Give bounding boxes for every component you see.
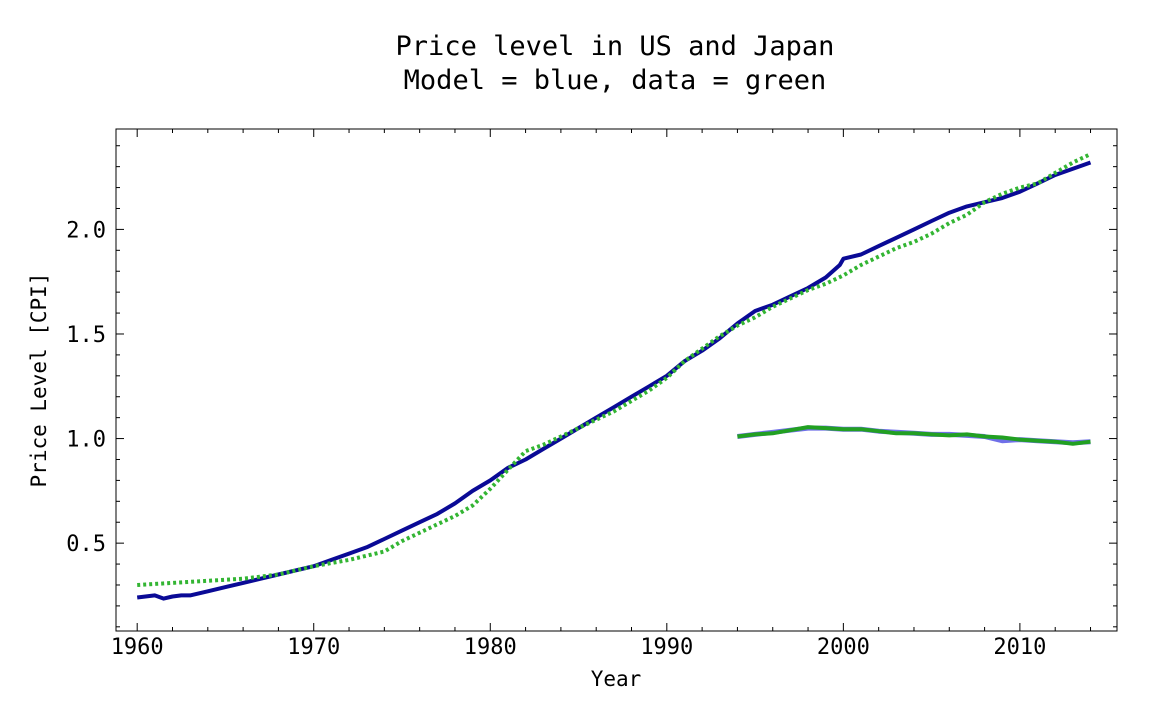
x-tick-label: 1970 (287, 635, 340, 660)
chart-subtitle: Model = blue, data = green (404, 65, 827, 96)
x-tick-labels: 1960 1970 1980 1990 2000 2010 (111, 635, 1047, 660)
y-tick-labels: 0.5 1.0 1.5 2.0 (66, 218, 106, 557)
y-tick-label: 1.5 (66, 323, 106, 348)
y-axis-label: Price Level [CPI] (27, 273, 51, 488)
x-tick-label: 1980 (464, 635, 517, 660)
series-line-japan-data (737, 425, 1091, 446)
y-tick-label: 0.5 (66, 532, 106, 557)
y-tick-label: 2.0 (66, 218, 106, 243)
x-axis-label: Year (591, 667, 642, 691)
plot-area: 1960 1970 1980 1990 2000 2010 0.5 1.0 1.5 2.0 (66, 128, 1118, 660)
x-tick-label: 2010 (993, 635, 1046, 660)
y-tick-label: 1.0 (66, 428, 106, 453)
x-tick-label: 2000 (817, 635, 870, 660)
series-layer (136, 152, 1092, 601)
tick-marks (116, 129, 1117, 631)
plot-frame (115, 128, 1118, 632)
chart-title: Price level in US and Japan (396, 31, 835, 62)
x-tick-label: 1960 (111, 635, 164, 660)
x-tick-label: 1990 (640, 635, 693, 660)
